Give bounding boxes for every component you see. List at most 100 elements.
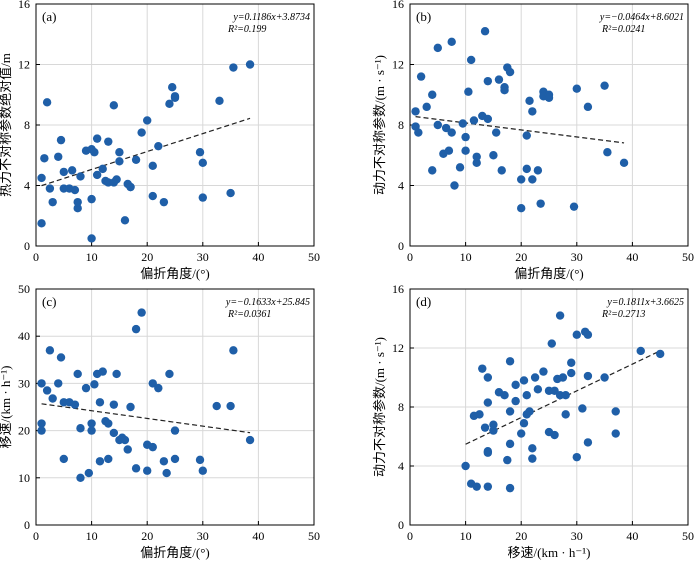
data-point [494, 75, 504, 84]
data-point [195, 455, 205, 465]
data-point [433, 120, 442, 130]
chart-panel-b: 0 10 20 30 40 50 0 4 8 12 16 偏折角度/(°) 动力不对称参数/(m · s… [372, 0, 694, 281]
y-tick-label: 8 [398, 118, 404, 132]
x-tick-label: 30 [197, 250, 209, 264]
data-point [433, 43, 442, 53]
data-point [528, 175, 537, 184]
x-tick-label: 10 [86, 250, 98, 264]
y-tick-label: 4 [398, 179, 404, 193]
y-axis-label: 热力不对称参数绝对值/m [0, 53, 13, 197]
data-point [505, 357, 515, 366]
data-point [42, 98, 52, 107]
data-point [229, 346, 238, 355]
data-point [245, 435, 255, 445]
x-tick-label: 0 [33, 250, 39, 264]
data-point [98, 367, 107, 376]
y-tick-label: 30 [18, 376, 30, 390]
data-point [583, 371, 593, 381]
data-point [583, 330, 593, 339]
x-tick-label: 30 [571, 250, 583, 264]
data-point [73, 369, 82, 379]
data-point [126, 402, 135, 412]
data-point [483, 76, 493, 86]
data-point [511, 396, 520, 406]
x-tick-label: 20 [141, 529, 153, 543]
data-point [143, 116, 152, 125]
data-point [48, 197, 57, 207]
data-point [416, 72, 426, 81]
data-point [544, 93, 554, 102]
regression-equation: y=−0.0464x+8.6021 [599, 12, 684, 23]
data-point [73, 197, 82, 207]
data-point [120, 216, 130, 225]
data-point [165, 369, 174, 379]
chart-panel-c: 0 10 20 30 40 50 0 10 20 30 40 50 偏折角度/(°) 移速/(km · h… [0, 282, 320, 560]
data-point [583, 438, 593, 447]
data-point [550, 430, 559, 440]
y-tick-label: 50 [18, 282, 30, 296]
data-point [461, 461, 470, 471]
data-point [95, 457, 105, 466]
data-point [522, 391, 531, 400]
data-point [480, 423, 490, 432]
x-tick-label: 50 [308, 529, 320, 543]
data-point [154, 383, 163, 393]
data-point [170, 454, 180, 464]
data-point [120, 435, 130, 445]
data-point [567, 358, 576, 367]
data-point [561, 391, 570, 400]
x-tick-label: 20 [515, 529, 527, 543]
data-point [528, 454, 537, 463]
data-point [170, 92, 180, 101]
data-point [533, 166, 543, 175]
x-axis-label: 移速/(km · h⁻¹) [508, 545, 591, 560]
data-point [109, 428, 119, 438]
data-point [572, 84, 581, 93]
data-point [148, 161, 157, 171]
y-tick-label: 20 [18, 424, 30, 438]
data-point [522, 164, 531, 174]
data-point [480, 27, 490, 36]
x-tick-label: 40 [626, 529, 638, 543]
data-point [567, 368, 576, 378]
data-point [81, 383, 91, 393]
data-point [87, 426, 96, 435]
data-point [578, 404, 587, 413]
y-tick-label: 8 [398, 400, 404, 414]
data-point [472, 482, 481, 491]
data-point [195, 148, 205, 157]
data-point [143, 466, 152, 475]
data-point [92, 170, 102, 180]
y-tick-label: 0 [24, 518, 30, 532]
data-point [48, 394, 57, 403]
data-point [600, 81, 609, 90]
data-point [109, 101, 119, 110]
data-point [162, 468, 171, 478]
data-point [489, 420, 498, 429]
data-point [154, 141, 163, 151]
y-tick-label: 16 [18, 0, 30, 11]
data-point [70, 185, 80, 195]
panel-label: (b) [416, 9, 431, 24]
data-point [530, 373, 540, 382]
x-tick-label: 50 [682, 529, 694, 543]
data-point [528, 444, 537, 453]
x-tick-label: 0 [407, 250, 413, 264]
data-point [98, 164, 107, 174]
data-point [464, 87, 473, 96]
data-point [414, 128, 423, 137]
data-point [168, 82, 177, 92]
data-point [226, 188, 235, 198]
r-squared-label: R²=0.199 [227, 24, 266, 35]
data-point [42, 386, 52, 395]
data-point [87, 419, 96, 428]
data-point [555, 311, 565, 320]
data-point [483, 448, 493, 457]
data-point [37, 219, 46, 228]
x-tick-label: 0 [407, 529, 413, 543]
data-point [500, 86, 509, 95]
x-tick-label: 50 [682, 250, 694, 264]
data-point [90, 380, 99, 389]
data-point [505, 483, 515, 493]
data-point [37, 379, 46, 388]
